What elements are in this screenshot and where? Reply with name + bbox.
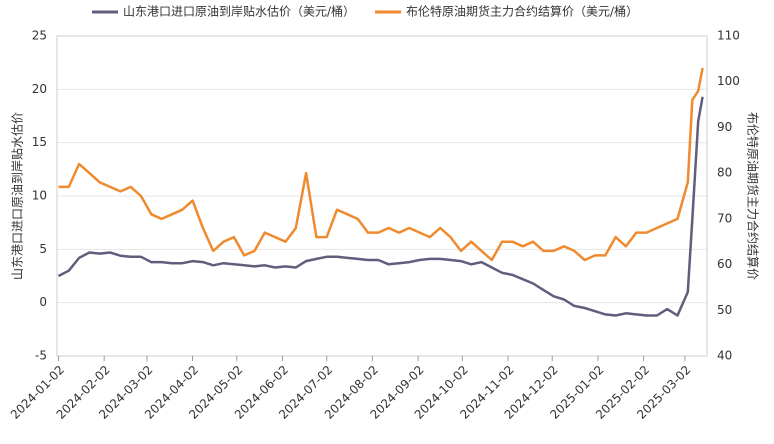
y2-tick-label: 90 xyxy=(717,120,732,134)
y-axis-title: 山东港口进口原油到岸贴水估价 xyxy=(11,112,25,280)
y-tick-label: 0 xyxy=(39,295,47,309)
y-tick-label: 10 xyxy=(32,189,47,203)
y-tick-label: 20 xyxy=(32,82,47,96)
y2-axis-title: 布伦特原油期货主力合约结算价 xyxy=(746,112,761,280)
series-line xyxy=(58,67,704,262)
legend-label: 布伦特原油期货主力合约结算价（美元/桶） xyxy=(406,4,638,19)
y2-tick-label: 70 xyxy=(717,211,732,225)
y-tick-label: 15 xyxy=(32,135,47,149)
y2-tick-label: 60 xyxy=(717,257,732,271)
y2-tick-label: 80 xyxy=(717,166,732,180)
y2-tick-label: 40 xyxy=(717,349,732,363)
y2-tick-label: 100 xyxy=(717,74,740,88)
plot-border xyxy=(56,35,708,357)
y2-tick-label: 110 xyxy=(717,29,740,43)
y-tick-label: -5 xyxy=(35,349,47,363)
series-line xyxy=(57,96,704,317)
legend-label: 山东港口进口原油到岸贴水估价（美元/桶） xyxy=(123,4,355,19)
y-tick-label: 5 xyxy=(39,242,47,256)
y2-tick-label: 50 xyxy=(717,303,732,317)
y-tick-label: 25 xyxy=(32,29,47,43)
